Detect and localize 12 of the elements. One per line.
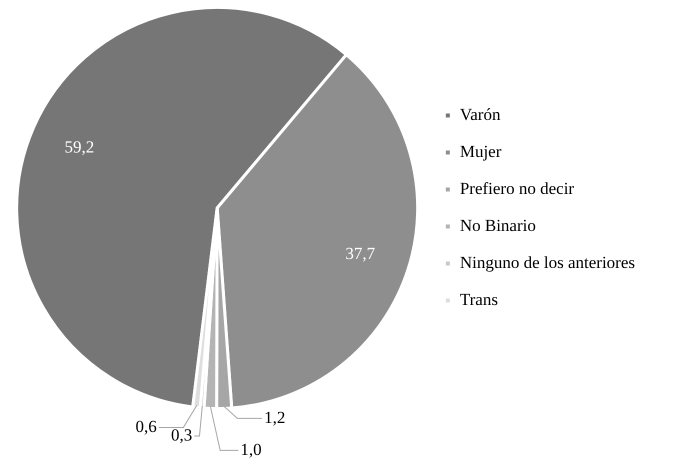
legend-label: Ninguno de los anteriores [460,252,635,272]
data-label: 59,2 [64,137,94,156]
data-label: 0,3 [171,425,192,444]
data-label: 1,2 [264,408,286,427]
legend-label: Trans [460,290,498,309]
legend-label: Prefiero no decir [460,178,574,198]
legend-label: Mujer [460,142,502,161]
data-label: 0,6 [135,416,157,436]
legend-label: No Binario [460,216,536,235]
legend-label: Varón [460,104,501,124]
data-label: 37,7 [345,244,376,263]
data-label: 1,0 [240,440,262,459]
